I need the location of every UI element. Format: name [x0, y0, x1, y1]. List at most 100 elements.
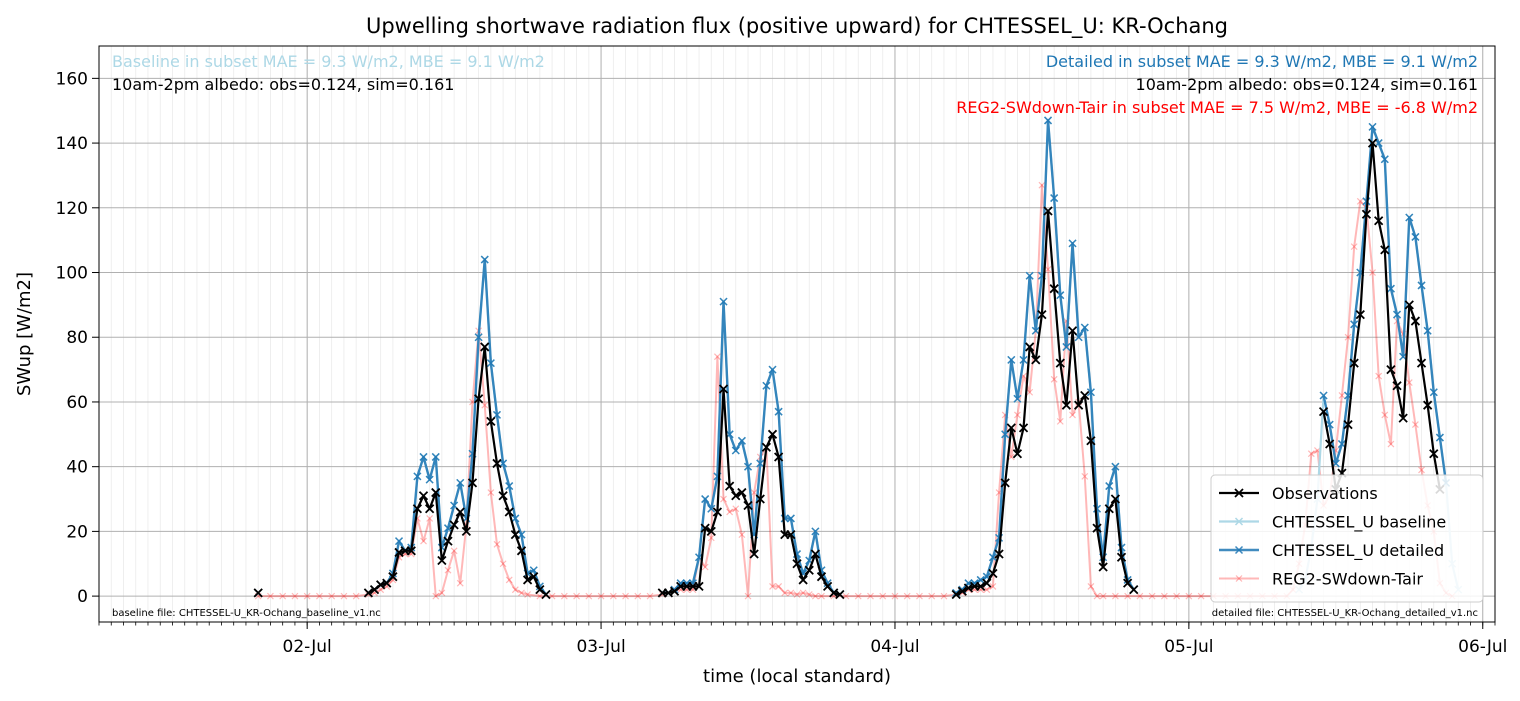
marker-stroke	[536, 592, 544, 600]
marker-stroke	[328, 592, 336, 600]
data-point-reg2	[701, 563, 709, 571]
data-point-detailed	[419, 452, 428, 461]
marker-stroke	[744, 592, 752, 600]
marker-stroke	[720, 495, 727, 503]
data-point-reg2	[781, 589, 789, 597]
marker-stroke	[634, 592, 642, 600]
data-point-reg2	[867, 592, 874, 600]
marker-stroke	[518, 589, 525, 597]
marker-stroke	[1393, 310, 1402, 319]
marker-stroke	[1000, 478, 1010, 488]
data-point-detailed	[505, 482, 514, 491]
marker-stroke	[854, 592, 862, 600]
marker-stroke	[903, 592, 911, 600]
legend-entry-observations: Observations	[1219, 484, 1378, 503]
data-point-detailed	[719, 297, 728, 306]
marker-stroke	[315, 592, 323, 600]
marker-stroke	[505, 576, 513, 584]
marker-stroke	[505, 576, 513, 584]
data-point-reg2	[267, 592, 274, 600]
marker-stroke	[1050, 375, 1058, 383]
data-point-reg2	[1136, 592, 1144, 600]
marker-stroke	[1173, 592, 1181, 600]
marker-stroke	[1325, 439, 1335, 449]
data-point-observations	[1098, 562, 1108, 572]
data-point-observations	[1423, 400, 1433, 410]
marker-stroke	[1111, 592, 1119, 600]
data-point-observations	[755, 494, 765, 504]
marker-stroke	[1398, 413, 1408, 423]
data-point-observations	[786, 529, 796, 540]
marker-stroke	[597, 592, 605, 600]
detailed-stats-annotation: Detailed in subset MAE = 9.3 W/m2, MBE =…	[1046, 52, 1478, 71]
marker-stroke	[957, 586, 967, 596]
marker-stroke	[706, 526, 716, 537]
data-point-observations	[988, 568, 998, 579]
marker-stroke	[769, 582, 776, 590]
marker-stroke	[622, 592, 629, 600]
marker-stroke	[1234, 488, 1244, 498]
marker-stroke	[1197, 592, 1205, 600]
data-point-reg2	[1093, 592, 1101, 600]
data-point-observations	[1355, 309, 1365, 320]
data-point-reg2	[1148, 592, 1156, 600]
data-point-observations	[443, 536, 453, 546]
marker-stroke	[303, 592, 311, 600]
legend: Observations CHTESSEL_U baseline CHTESSEL_…	[1210, 474, 1484, 603]
marker-stroke	[903, 592, 911, 600]
marker-stroke	[524, 591, 532, 598]
marker-stroke	[444, 566, 452, 574]
data-point-detailed	[1105, 482, 1114, 491]
marker-stroke	[737, 436, 746, 445]
marker-stroke	[1356, 197, 1364, 205]
marker-stroke	[352, 592, 360, 600]
marker-stroke	[712, 507, 723, 517]
marker-stroke	[1043, 206, 1053, 216]
data-point-reg2	[1124, 592, 1132, 600]
data-point-observations	[694, 581, 704, 592]
data-point-detailed	[480, 255, 489, 264]
data-point-detailed	[701, 495, 710, 504]
data-point-detailed	[1368, 122, 1377, 131]
data-point-observations	[1392, 381, 1402, 391]
data-point-reg2	[720, 495, 727, 503]
marker-stroke	[1369, 269, 1376, 276]
marker-stroke	[713, 353, 721, 361]
marker-stroke	[1124, 592, 1132, 600]
marker-stroke	[867, 592, 874, 600]
data-point-observations	[810, 549, 821, 559]
data-point-observations	[749, 549, 759, 559]
data-point-reg2	[573, 592, 581, 600]
marker-stroke	[1392, 381, 1402, 391]
marker-stroke	[1423, 400, 1433, 410]
marker-stroke	[854, 592, 862, 600]
data-point-observations	[412, 504, 423, 514]
marker-stroke	[499, 459, 508, 468]
data-point-detailed	[1380, 155, 1389, 164]
data-point-detailed	[1080, 323, 1089, 332]
marker-stroke	[1369, 269, 1376, 276]
marker-stroke	[1019, 355, 1028, 364]
marker-stroke	[1418, 466, 1425, 474]
data-point-reg2	[811, 592, 819, 600]
x-axis-label: time (local standard)	[703, 666, 891, 687]
data-point-observations	[1067, 326, 1078, 336]
marker-stroke	[420, 537, 427, 545]
marker-stroke	[793, 591, 801, 598]
marker-stroke	[1044, 265, 1052, 273]
marker-stroke	[1056, 417, 1064, 425]
baseline-stats-annotation: Baseline in subset MAE = 9.3 W/m2, MBE =…	[112, 52, 545, 71]
marker-stroke	[1092, 523, 1102, 533]
data-point-reg2	[493, 540, 501, 548]
data-point-detailed	[1374, 139, 1383, 148]
data-point-detailed	[1405, 213, 1414, 222]
marker-stroke	[738, 531, 746, 539]
marker-stroke	[291, 592, 299, 600]
data-point-reg2	[352, 592, 360, 600]
data-point-detailed	[1025, 271, 1034, 280]
data-point-observations	[1104, 504, 1114, 514]
marker-stroke	[952, 588, 961, 597]
legend-entries: Observations CHTESSEL_U baseline CHTESSEL_…	[1219, 484, 1446, 589]
marker-stroke	[1375, 372, 1383, 380]
marker-stroke	[1148, 592, 1156, 600]
